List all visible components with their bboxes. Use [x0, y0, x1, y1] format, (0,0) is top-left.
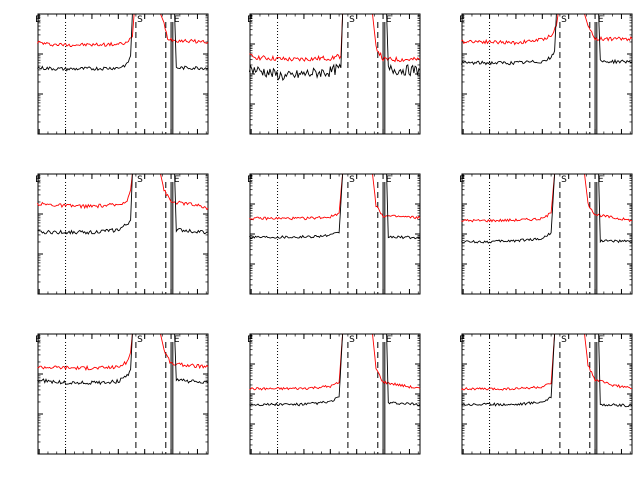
- series-line-events: [460, 13, 633, 66]
- start-marker-E: E: [459, 15, 465, 25]
- series-line-events: [248, 13, 421, 81]
- saa-marker-S: S: [349, 15, 355, 25]
- end-marker-E: E: [174, 15, 180, 25]
- series-line-lld: [249, 13, 421, 63]
- end-marker-E: E: [174, 175, 180, 185]
- series-line-events: [249, 173, 420, 240]
- saa-marker-S: S: [349, 175, 355, 185]
- start-marker-E: E: [247, 15, 253, 25]
- end-marker-E: E: [386, 175, 392, 185]
- start-marker-E: E: [35, 335, 41, 345]
- series-line-lld: [37, 333, 209, 372]
- series-line-events: [37, 333, 209, 386]
- series-line-lld: [249, 333, 421, 391]
- end-marker-E: E: [386, 335, 392, 345]
- start-marker-E: E: [247, 175, 253, 185]
- start-marker-E: E: [247, 335, 253, 345]
- series-line-events: [37, 13, 209, 72]
- start-marker-E: E: [35, 175, 41, 185]
- plot-frame: [461, 173, 633, 295]
- start-marker-E: E: [35, 15, 41, 25]
- series-line-events: [461, 173, 633, 244]
- series-line-lld: [37, 13, 209, 47]
- saa-marker-S: S: [561, 15, 567, 25]
- start-marker-E: E: [459, 175, 465, 185]
- saa-marker-S: S: [137, 15, 143, 25]
- series-line-lld: [461, 333, 632, 391]
- saa-marker-S: S: [561, 175, 567, 185]
- end-marker-E: E: [598, 15, 604, 25]
- end-marker-E: E: [386, 15, 392, 25]
- saa-marker-S: S: [561, 335, 567, 345]
- saa-marker-S: S: [137, 175, 143, 185]
- plot-frame: [461, 13, 633, 135]
- saa-marker-S: S: [137, 335, 143, 345]
- plot-frame: [37, 13, 209, 135]
- series-line-events: [461, 333, 633, 408]
- plot-frame: [249, 173, 421, 295]
- series-line-lld: [36, 173, 209, 211]
- plot-frame: [461, 333, 633, 455]
- saa-marker-S: S: [349, 335, 355, 345]
- series-line-events: [249, 333, 421, 407]
- series-line-lld: [461, 13, 633, 46]
- end-marker-E: E: [598, 335, 604, 345]
- end-marker-E: E: [174, 335, 180, 345]
- series-line-lld: [249, 173, 421, 221]
- plot-frame: [37, 333, 209, 455]
- plot-frame: [37, 173, 209, 295]
- series-line-events: [37, 173, 209, 235]
- end-marker-E: E: [598, 175, 604, 185]
- series-line-lld: [461, 173, 633, 223]
- start-marker-E: E: [459, 335, 465, 345]
- plot-frame: [249, 333, 421, 455]
